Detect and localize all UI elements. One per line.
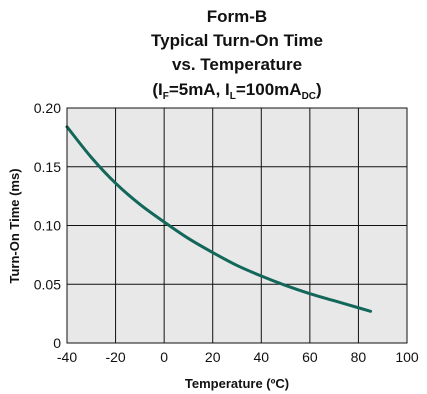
x-tick-label: 0: [160, 349, 168, 365]
y-tick-label: 0.10: [34, 218, 61, 234]
series-layer: [65, 125, 373, 313]
x-tick-label: 100: [395, 349, 419, 365]
condition-sub-l: L: [230, 91, 236, 102]
condition-close: ): [316, 80, 322, 99]
x-tick-label: 40: [253, 349, 269, 365]
condition-mid2: =100mA: [236, 80, 302, 99]
x-tick-labels: -40 -20 0 20 40 60 80 100: [57, 349, 419, 365]
chart-title-line-2: Typical Turn-On Time: [151, 31, 323, 50]
condition-sub-f: F: [163, 91, 169, 102]
y-axis-title: Turn-On Time (ms): [7, 168, 22, 283]
condition-sub-dc: DC: [302, 91, 316, 102]
chart-condition: (IF=5mA, IL=100mADC): [152, 80, 321, 102]
plot-frame: [66, 107, 408, 344]
y-tick-label: 0.15: [34, 159, 61, 175]
x-axis-title: Temperature (ºC): [185, 376, 289, 391]
chart-title-line-1: Form-B: [207, 7, 267, 26]
x-tick-label: -40: [57, 349, 77, 365]
series-line: [65, 125, 373, 313]
condition-mid: =5mA, I: [169, 80, 230, 99]
x-tick-label: 80: [351, 349, 367, 365]
y-tick-label: 0: [53, 335, 61, 351]
y-tick-labels: 0 0.05 0.10 0.15 0.20: [34, 100, 61, 351]
x-tick-label: 60: [302, 349, 318, 365]
y-tick-label: 0.05: [34, 276, 61, 292]
x-tick-label: 20: [205, 349, 221, 365]
condition-open: (I: [152, 80, 162, 99]
y-tick-label: 0.20: [34, 100, 61, 116]
chart-title-line-3: vs. Temperature: [172, 55, 302, 74]
x-tick-label: -20: [105, 349, 125, 365]
